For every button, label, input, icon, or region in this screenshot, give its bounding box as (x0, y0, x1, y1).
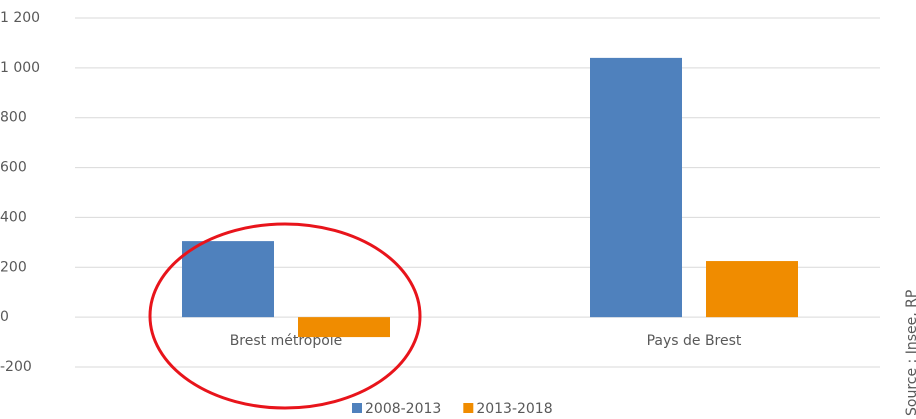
bar (298, 317, 390, 338)
source-note: Source : Insee, RP (904, 290, 916, 416)
y-tick-label: 1 200 (0, 10, 40, 26)
y-tick-label: 400 (0, 209, 27, 225)
bar (182, 241, 274, 318)
y-tick-label: 800 (0, 110, 27, 126)
y-tick-label: -200 (0, 359, 32, 375)
legend-label: 2008-2013 (365, 401, 441, 417)
y-tick-label: 600 (0, 160, 27, 176)
legend-label: 2013-2018 (476, 401, 552, 417)
y-tick-label: 1 000 (0, 60, 40, 76)
legend-swatch (463, 403, 474, 413)
y-tick-label: 200 (0, 259, 27, 275)
bar (590, 57, 682, 318)
x-tick-label: Pays de Brest (647, 333, 742, 349)
highlight-circle (148, 222, 422, 410)
bar (706, 261, 798, 318)
legend-swatch (352, 403, 362, 413)
y-tick-label: 0 (0, 309, 9, 325)
